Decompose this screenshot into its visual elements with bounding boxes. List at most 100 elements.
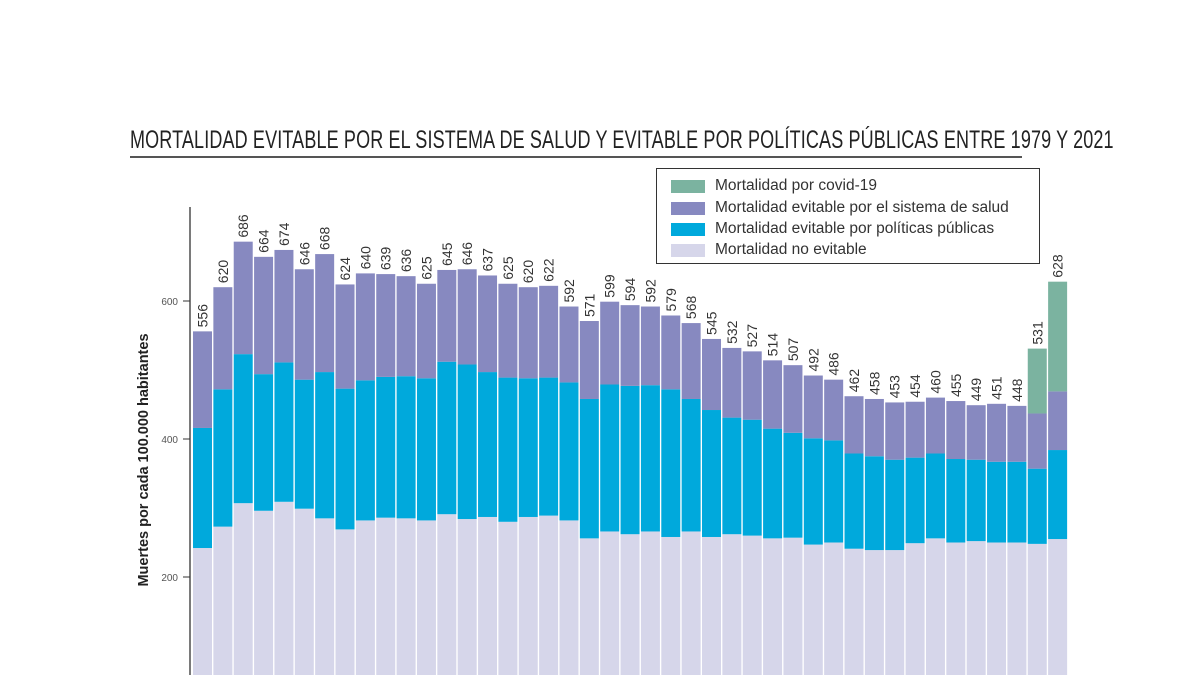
total-label: 460	[927, 370, 943, 394]
bar-segment-sistema-salud	[233, 241, 253, 355]
bar-segment-no-evitable	[335, 529, 355, 675]
bar-1983	[274, 249, 294, 675]
legend-item-sistema-salud: Mortalidad evitable por el sistema de sa…	[671, 198, 1009, 218]
bar-segment-politicas-publicas	[254, 374, 274, 511]
bar-segment-sistema-salud	[864, 398, 884, 457]
total-label: 458	[866, 371, 882, 395]
bar-segment-no-evitable	[1048, 539, 1068, 675]
total-label: 625	[500, 256, 516, 280]
total-label: 579	[663, 288, 679, 312]
total-label: 448	[1009, 378, 1025, 402]
legend-label: Mortalidad evitable por políticas públic…	[715, 220, 995, 237]
bar-segment-no-evitable	[885, 550, 905, 675]
legend-item-no-evitable: Mortalidad no evitable	[671, 240, 867, 260]
bar-segment-sistema-salud	[946, 401, 966, 460]
total-label: 640	[357, 246, 373, 270]
bar-segment-politicas-publicas	[763, 428, 783, 539]
bar-1979	[193, 331, 212, 675]
bar-segment-politicas-publicas	[640, 385, 660, 532]
total-label: 622	[541, 258, 557, 282]
bar-segment-no-evitable	[294, 508, 314, 675]
bar-segment-no-evitable	[966, 541, 986, 675]
total-label: 531	[1029, 321, 1045, 345]
bar-2016	[946, 401, 966, 675]
total-label: 592	[561, 279, 577, 303]
bar-segment-sistema-salud	[844, 396, 864, 454]
bar-1987	[355, 273, 375, 675]
total-label: 451	[989, 376, 1005, 400]
bar-segment-politicas-publicas	[193, 427, 212, 549]
bar-segment-politicas-publicas	[803, 438, 823, 545]
bar-1984	[294, 269, 314, 675]
bar-segment-politicas-publicas	[213, 389, 233, 527]
bar-segment-sistema-salud	[559, 306, 579, 383]
y-tick-label: 600	[161, 297, 178, 308]
total-label: 462	[846, 369, 862, 393]
bar-segment-no-evitable	[478, 516, 498, 675]
bar-2000	[620, 305, 640, 675]
bar-segment-sistema-salud	[966, 405, 986, 460]
legend-label: Mortalidad no evitable	[715, 241, 867, 258]
bar-1991	[437, 269, 457, 675]
total-label: 453	[887, 375, 903, 399]
bar-1999	[600, 301, 620, 675]
bar-2003	[681, 323, 701, 675]
bar-segment-politicas-publicas	[376, 376, 396, 518]
total-label: 628	[1050, 254, 1066, 278]
bar-2017	[966, 405, 986, 675]
bar-segment-no-evitable	[783, 537, 803, 675]
y-tick-label: 200	[161, 573, 178, 584]
bar-segment-sistema-salud	[294, 269, 314, 380]
bar-segment-politicas-publicas	[274, 362, 294, 502]
legend-swatch	[671, 179, 705, 193]
total-label: 449	[968, 378, 984, 402]
bar-segment-sistema-salud	[213, 287, 233, 390]
bar-segment-covid	[1027, 348, 1047, 414]
bar-segment-no-evitable	[233, 503, 253, 675]
bar-2010	[824, 379, 844, 675]
total-label: 492	[805, 348, 821, 372]
bar-2006	[742, 351, 762, 675]
bar-segment-politicas-publicas	[824, 440, 844, 543]
total-label: 568	[683, 296, 699, 320]
total-label: 645	[439, 242, 455, 266]
bar-segment-no-evitable	[376, 517, 396, 675]
bar-segment-no-evitable	[824, 542, 844, 675]
bar-1990	[416, 283, 436, 675]
legend-swatch	[671, 201, 705, 215]
bar-segment-politicas-publicas	[518, 378, 538, 517]
total-label: 636	[398, 249, 414, 273]
total-label: 646	[296, 242, 312, 266]
total-label: 514	[765, 333, 781, 357]
bar-segment-covid	[1048, 281, 1068, 392]
bar-segment-sistema-salud	[681, 323, 701, 399]
bar-segment-no-evitable	[640, 531, 660, 675]
legend-label: Mortalidad evitable por el sistema de sa…	[715, 199, 1009, 216]
bar-segment-sistema-salud	[722, 347, 742, 418]
total-label: 668	[317, 227, 333, 251]
total-label: 625	[418, 256, 434, 280]
bar-2019	[1007, 405, 1027, 675]
bar-segment-sistema-salud	[416, 283, 436, 379]
bar-segment-politicas-publicas	[946, 459, 966, 543]
bar-segment-no-evitable	[987, 542, 1007, 675]
bar-segment-no-evitable	[274, 501, 294, 675]
bar-segment-politicas-publicas	[702, 410, 721, 537]
bar-segment-no-evitable	[946, 542, 966, 675]
total-label: 507	[785, 338, 801, 362]
legend-item-politicas-publicas: Mortalidad evitable por políticas públic…	[671, 219, 994, 239]
bar-segment-politicas-publicas	[681, 398, 701, 532]
bar-segment-no-evitable	[620, 534, 640, 675]
bar-segment-no-evitable	[396, 518, 416, 675]
bar-1998	[579, 321, 599, 675]
bar-segment-sistema-salud	[437, 269, 457, 362]
bar-segment-sistema-salud	[478, 275, 498, 373]
legend-item-covid: Mortalidad por covid-19	[671, 176, 877, 196]
bar-segment-politicas-publicas	[987, 461, 1007, 543]
bar-segment-politicas-publicas	[620, 385, 640, 535]
bar-segment-sistema-salud	[742, 351, 762, 420]
total-label: 637	[480, 248, 496, 272]
bar-segment-sistema-salud	[457, 269, 477, 365]
total-label: 454	[907, 374, 923, 398]
bar-segment-sistema-salud	[1048, 391, 1068, 451]
